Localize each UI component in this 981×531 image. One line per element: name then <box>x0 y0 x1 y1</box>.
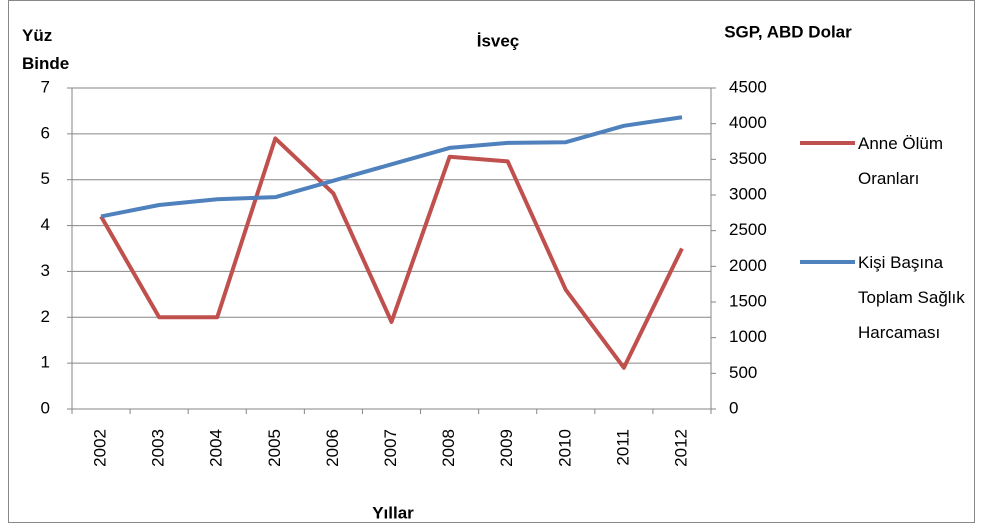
y2-tick-label: 0 <box>729 398 738 417</box>
y-axis-label: Yüz Binde <box>22 26 70 73</box>
y2-tick-label: 3000 <box>729 184 767 203</box>
y-tick-label: 3 <box>41 261 50 280</box>
y-tick-label: 7 <box>41 77 50 96</box>
y-tick-label: 2 <box>41 307 50 326</box>
y2-tick-label: 2000 <box>729 256 767 275</box>
y-tick-label: 6 <box>41 123 50 142</box>
y2-tick-label: 500 <box>729 363 757 382</box>
x-tick-label: 2009 <box>497 429 516 467</box>
x-axis-label: Yıllar <box>372 503 414 522</box>
x-tick-label: 2008 <box>439 429 458 467</box>
y2-tick-label: 2500 <box>729 220 767 239</box>
x-tick-label: 2012 <box>671 429 690 467</box>
y-tick-label: 4 <box>41 215 50 234</box>
y2-axis-label: SGP, ABD Dolar <box>724 22 852 41</box>
y-tick-label: 0 <box>41 398 50 417</box>
x-tick-label: 2002 <box>91 429 110 467</box>
legend-label: Anne Ölüm Oranları <box>858 134 944 188</box>
x-tick-label: 2005 <box>265 429 284 467</box>
y2-tick-label: 4000 <box>729 113 767 132</box>
data-line <box>100 115 683 219</box>
y-tick-label: 1 <box>41 353 50 372</box>
x-tick-label: 2004 <box>207 429 226 467</box>
x-tick-label: 2011 <box>613 429 632 466</box>
y2-tick-label: 1000 <box>729 327 767 346</box>
y2-tick-label: 4500 <box>729 77 767 96</box>
y2-tick-label: 3500 <box>729 149 767 168</box>
x-tick-label: 2006 <box>323 429 342 467</box>
chart-title: İsveç <box>477 31 520 50</box>
data-line <box>99 136 684 370</box>
x-tick-label: 2003 <box>149 429 168 467</box>
x-tick-label: 2007 <box>381 429 400 467</box>
x-tick-label: 2010 <box>555 429 574 467</box>
y-tick-label: 5 <box>41 169 50 188</box>
legend-label: Kişi Başına Toplam Sağlık Harcaması <box>858 253 965 342</box>
y2-tick-label: 1500 <box>729 291 767 310</box>
